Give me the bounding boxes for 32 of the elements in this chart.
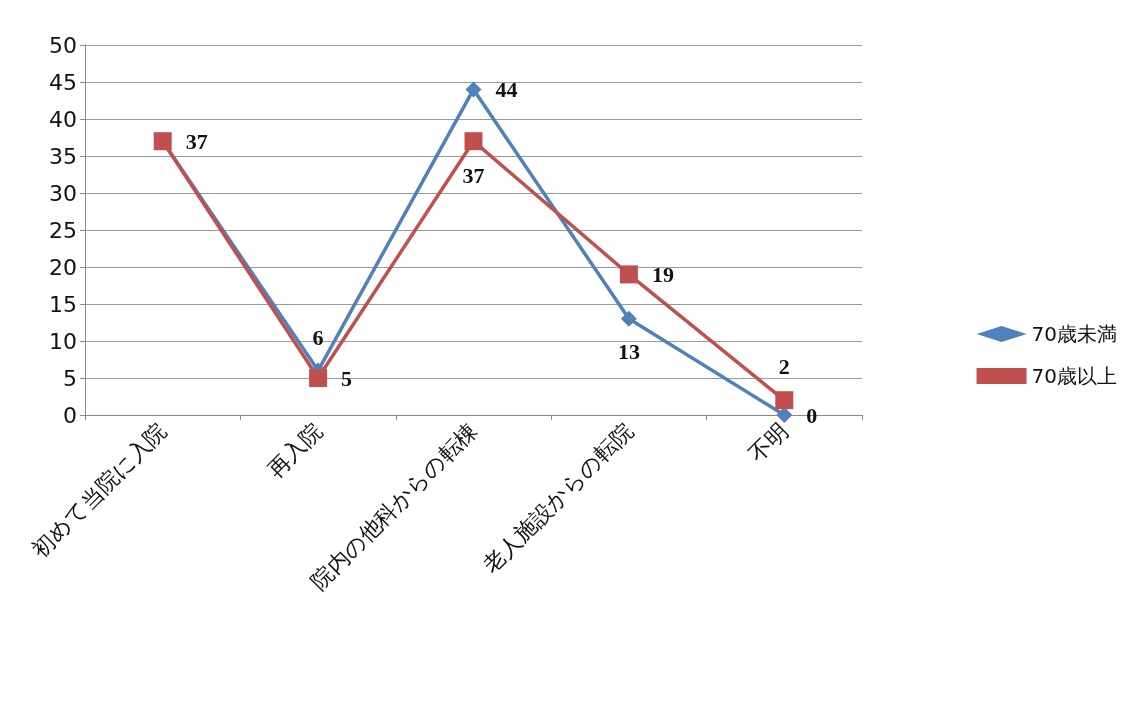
- point: [619, 265, 638, 284]
- y-tick-label: 20: [49, 254, 77, 280]
- y-tick-label: 25: [49, 217, 77, 243]
- y-tick-label: 40: [49, 106, 77, 132]
- y-tick-label: 45: [49, 69, 77, 95]
- y-tick-label: 30: [49, 180, 77, 206]
- data-label: 0: [806, 402, 818, 428]
- point: [464, 132, 483, 151]
- y-tick-label: 35: [49, 143, 77, 169]
- point: [775, 391, 794, 410]
- legend-label: 70歳以上: [1031, 364, 1117, 388]
- y-tick-label: 15: [49, 291, 77, 317]
- x-tick-label: 老人施設からの転院: [477, 418, 638, 578]
- x-tick-label: 再入院: [262, 418, 327, 483]
- y-tick-label: 0: [63, 402, 77, 428]
- data-label: 6: [312, 325, 324, 351]
- y-tick-label: 50: [49, 32, 77, 58]
- point: [776, 407, 793, 423]
- y-tick-label: 5: [63, 365, 77, 391]
- data-label: 37: [462, 162, 485, 188]
- legend-label: 70歳未満: [1031, 322, 1117, 346]
- data-label: 44: [495, 76, 518, 102]
- data-label: 19: [651, 261, 674, 287]
- y-tick-label: 10: [49, 328, 77, 354]
- data-label: 13: [617, 339, 640, 365]
- data-label: 5: [341, 365, 353, 391]
- point: [309, 369, 328, 387]
- data-label: 2: [778, 353, 790, 379]
- point: [620, 310, 637, 327]
- point: [465, 81, 482, 98]
- x-tick-label: 不明: [744, 418, 794, 467]
- data-label: 37: [185, 128, 208, 154]
